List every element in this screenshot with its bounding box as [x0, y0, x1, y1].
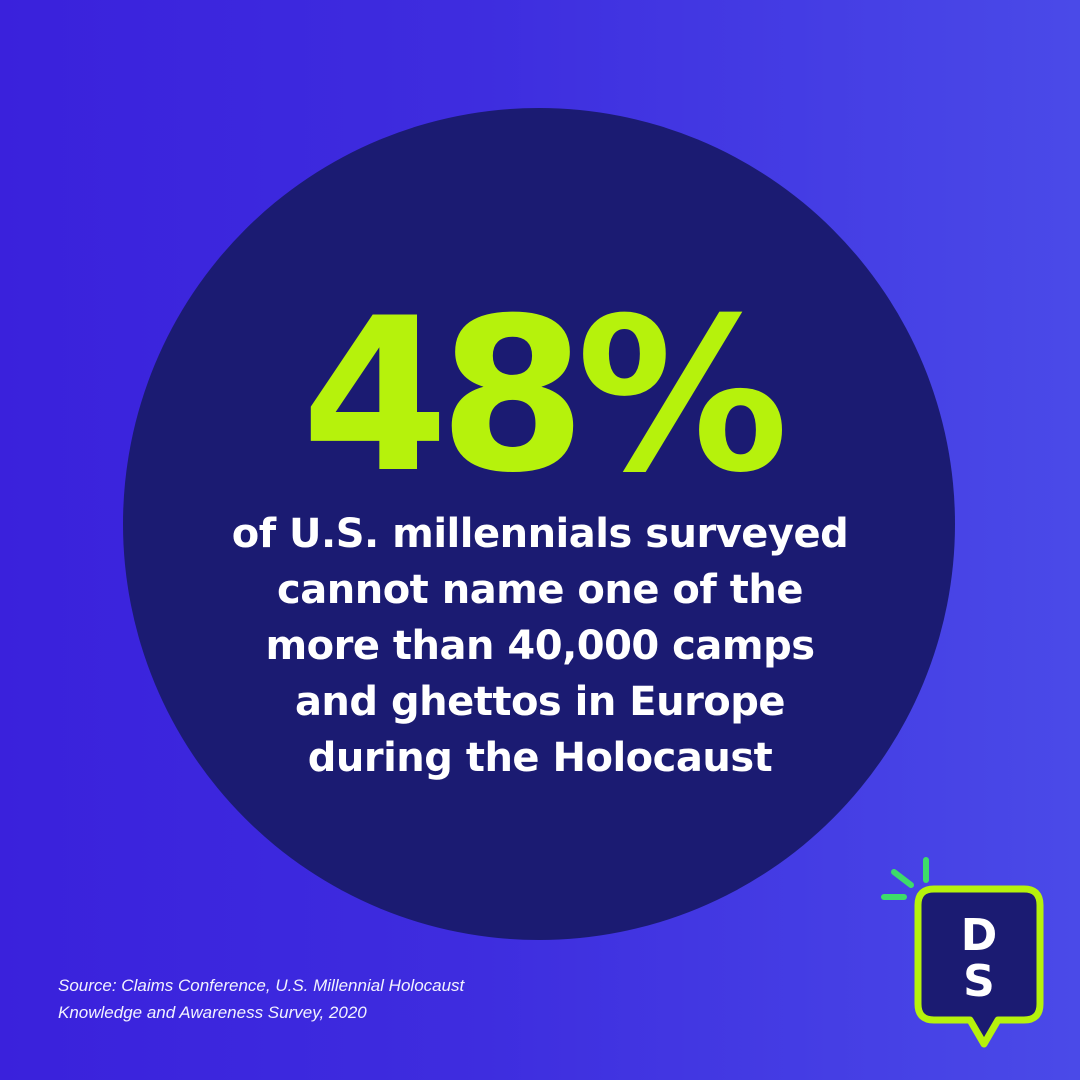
source-line: Source: Claims Conference, U.S. Millenni… — [58, 976, 465, 995]
logo-bubble — [914, 885, 1044, 1048]
source-citation: Source: Claims Conference, U.S. Millenni… — [58, 972, 464, 1026]
logo-letter-d: D — [961, 910, 998, 961]
speech-bubble-logo-icon: D S — [881, 857, 1044, 1048]
description-line: cannot name one of the — [277, 567, 803, 613]
stat-description: of U.S. millennials surveyed cannot name… — [140, 506, 940, 786]
description-line: and ghettos in Europe — [294, 679, 786, 725]
stat-circle — [123, 108, 955, 940]
description-line: of U.S. millennials surveyed — [231, 511, 849, 557]
description-line: more than 40,000 camps — [265, 623, 815, 669]
logo-letter-s: S — [963, 956, 995, 1007]
stat-percentage: 48% — [301, 272, 788, 519]
source-line: Knowledge and Awareness Survey, 2020 — [58, 1003, 367, 1022]
description-line: during the Holocaust — [307, 735, 773, 781]
logo-spark — [891, 869, 914, 888]
